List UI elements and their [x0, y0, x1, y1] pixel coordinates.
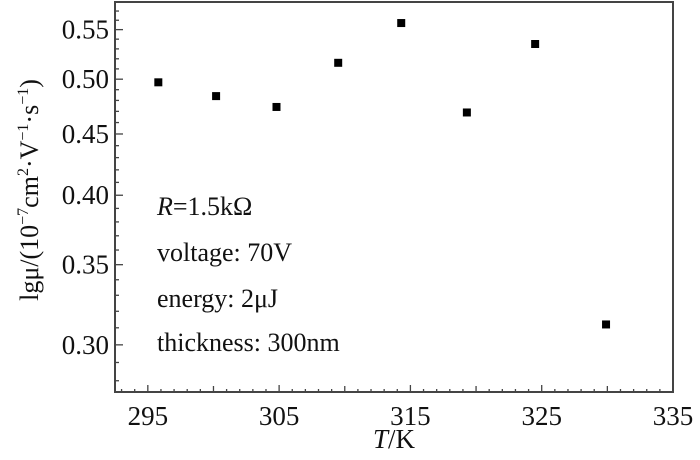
- x-tick-label: 315: [390, 401, 431, 431]
- x-axis-label: T/K: [373, 424, 415, 455]
- y-tick-label: 0.45: [62, 119, 109, 149]
- xlabel-symbol: T: [372, 424, 389, 454]
- data-point: [154, 78, 163, 87]
- x-tick-label: 325: [521, 401, 562, 431]
- ylabel-part: ·V: [15, 140, 44, 169]
- x-tick-label: 335: [653, 401, 694, 431]
- ylabel-part: ·s: [15, 104, 44, 124]
- annotation-r-symbol: R: [157, 192, 173, 221]
- annotation-energy: energy: 2μJ: [157, 284, 279, 313]
- x-tick-label: 295: [128, 401, 169, 431]
- y-tick-label: 0.35: [62, 250, 109, 280]
- data-point: [602, 320, 611, 329]
- annotation-voltage: voltage: 70V: [157, 238, 293, 267]
- data-point: [272, 102, 281, 111]
- x-tick-label: 305: [259, 401, 300, 431]
- ylabel-part: −1: [15, 87, 32, 105]
- annotation-r-value: =1.5kΩ: [172, 192, 253, 221]
- annotation-resistance: R=1.5kΩ: [157, 192, 252, 222]
- data-point: [462, 108, 471, 117]
- xlabel-unit: /K: [388, 424, 416, 454]
- ylabel-part: 2: [15, 168, 32, 177]
- y-tick-label: 0.30: [62, 330, 109, 360]
- y-tick-label: 0.50: [62, 64, 109, 94]
- data-point: [531, 40, 540, 49]
- y-axis-label: lgμ/(10−7cm2·V−1·s−1): [15, 79, 45, 301]
- y-tick-label: 0.40: [62, 180, 109, 210]
- ylabel-part: −7: [15, 207, 32, 225]
- annotation-thickness: thickness: 300nm: [157, 328, 340, 357]
- ylabel-part: lgμ/(10: [15, 224, 44, 301]
- y-tick-label: 0.55: [62, 15, 109, 45]
- data-point: [397, 19, 406, 28]
- ylabel-part: ): [15, 79, 44, 88]
- plot-frame: [114, 1, 674, 393]
- data-point: [334, 58, 343, 67]
- ylabel-part: −1: [15, 123, 32, 141]
- data-point: [212, 92, 221, 101]
- ylabel-part: cm: [15, 176, 44, 208]
